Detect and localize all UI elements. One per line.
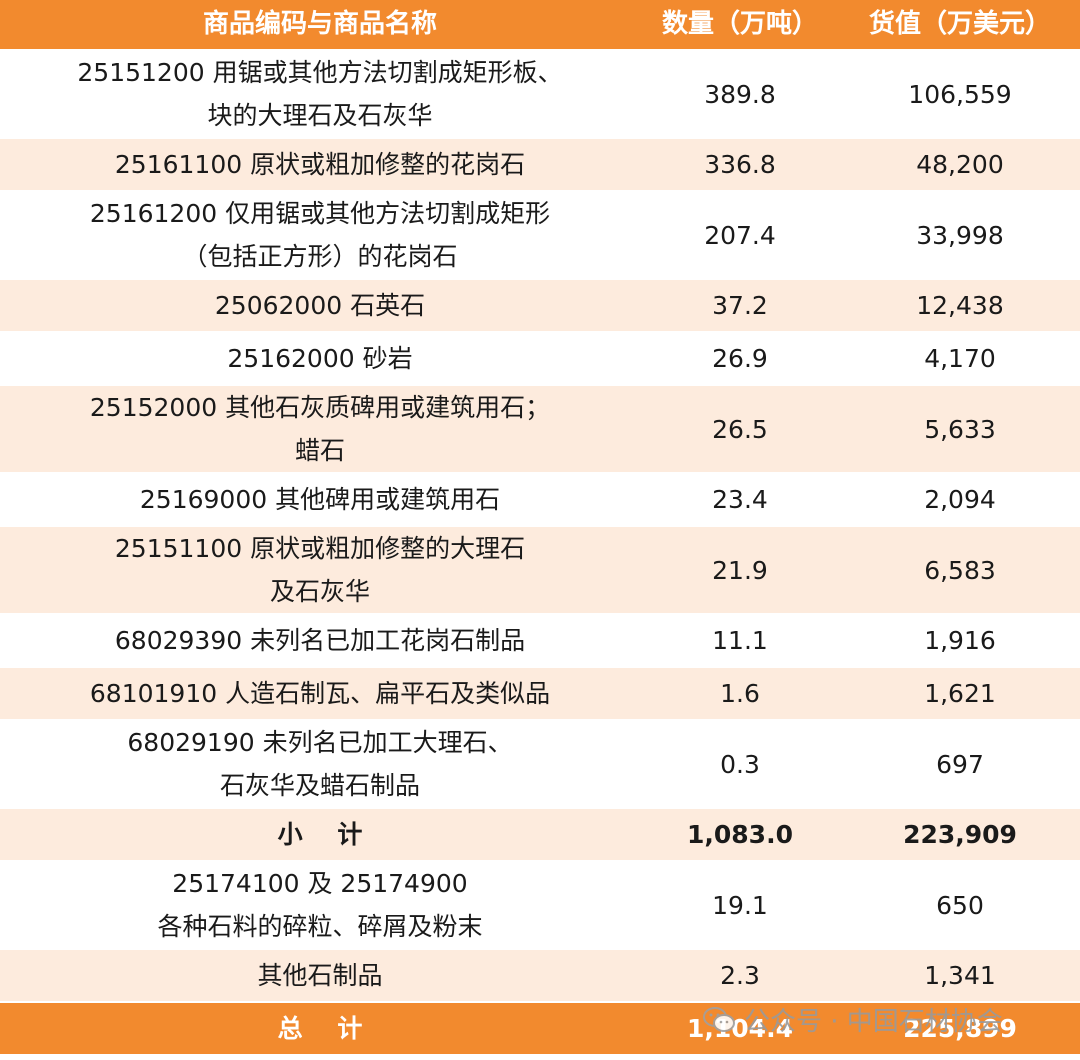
product-name-line: 块的大理石及石灰华: [207, 101, 433, 130]
qty-cell: 26.9: [640, 332, 840, 386]
product-name-line: 68029190 未列名已加工大理石、: [127, 728, 513, 757]
table-row: 25161200 仅用锯或其他方法切割成矩形 （包括正方形）的花岗石 207.4…: [0, 191, 1080, 280]
watermark-text: 公众号 · 中国石材协会: [744, 1007, 1003, 1037]
qty-cell: 389.8: [640, 50, 840, 139]
value-cell: 48,200: [840, 138, 1080, 192]
product-name-line: 68029390 未列名已加工花岗石制品: [114, 626, 526, 655]
qty-cell: 207.4: [640, 191, 840, 280]
table-row: 25169000 其他碑用或建筑用石 23.4 2,094: [0, 473, 1080, 527]
table-row: 25151200 用锯或其他方法切割成矩形板、 块的大理石及石灰华 389.8 …: [0, 50, 1080, 139]
product-name-cell: 25162000 砂岩: [0, 332, 640, 386]
value-cell: 4,170: [840, 332, 1080, 386]
product-name-line: 25161100 原状或粗加修整的花岗石: [114, 150, 526, 179]
product-name-line: 蜡石: [294, 436, 345, 465]
watermark: 公众号 · 中国石材协会: [702, 1001, 1003, 1038]
product-name-cell: 25174100 及 25174900 各种石料的碎粒、碎屑及粉末: [0, 861, 640, 950]
product-name-cell: 68029190 未列名已加工大理石、 石灰华及蜡石制品: [0, 720, 640, 809]
subtotal-value: 223,909: [840, 808, 1080, 862]
total-qty: 1,104.4: [640, 1002, 840, 1056]
value-cell: 650: [840, 861, 1080, 950]
product-name-line: 25151100 原状或粗加修整的大理石: [114, 534, 526, 563]
table-row: 68029390 未列名已加工花岗石制品 11.1 1,916: [0, 614, 1080, 668]
product-name-cell: 25161100 原状或粗加修整的花岗石: [0, 138, 640, 192]
product-name-line: 68101910 人造石制瓦、扁平石及类似品: [89, 679, 551, 708]
value-cell: 1,341: [840, 949, 1080, 1003]
value-cell: 697: [840, 720, 1080, 809]
qty-cell: 11.1: [640, 614, 840, 668]
product-name-line: 及石灰华: [269, 577, 370, 606]
product-name-cell: 25161200 仅用锯或其他方法切割成矩形 （包括正方形）的花岗石: [0, 191, 640, 280]
product-name-cell: 25151200 用锯或其他方法切割成矩形板、 块的大理石及石灰华: [0, 50, 640, 139]
header-value: 货值（万美元）: [840, 0, 1080, 51]
product-name-cell: 其他石制品: [0, 949, 640, 1003]
table-row: 25152000 其他石灰质碑用或建筑用石； 蜡石 26.5 5,633: [0, 385, 1080, 474]
value-cell: 6,583: [840, 526, 1080, 615]
value-cell: 1,916: [840, 614, 1080, 668]
product-name-cell: 25152000 其他石灰质碑用或建筑用石； 蜡石: [0, 385, 640, 474]
header-name: 商品编码与商品名称: [0, 0, 640, 51]
product-name-line: 25151200 用锯或其他方法切割成矩形板、: [77, 58, 563, 87]
value-cell: 5,633: [840, 385, 1080, 474]
product-name-line: 其他石制品: [257, 961, 383, 990]
qty-cell: 23.4: [640, 473, 840, 527]
product-name-cell: 25062000 石英石: [0, 279, 640, 333]
qty-cell: 2.3: [640, 949, 840, 1003]
value-cell: 1,621: [840, 667, 1080, 721]
qty-cell: 21.9: [640, 526, 840, 615]
total-label: 总 计: [0, 1002, 640, 1056]
qty-cell: 26.5: [640, 385, 840, 474]
subtotal-label: 小 计: [0, 808, 640, 862]
value-cell: 12,438: [840, 279, 1080, 333]
product-name-cell: 25169000 其他碑用或建筑用石: [0, 473, 640, 527]
table-row: 其他石制品 2.3 1,341: [0, 949, 1080, 1003]
product-name-line: （包括正方形）的花岗石: [182, 242, 458, 271]
product-name-cell: 25151100 原状或粗加修整的大理石 及石灰华: [0, 526, 640, 615]
qty-cell: 0.3: [640, 720, 840, 809]
wechat-icon: [703, 1006, 735, 1032]
value-cell: 106,559: [840, 50, 1080, 139]
table-row: 68029190 未列名已加工大理石、 石灰华及蜡石制品 0.3 697: [0, 720, 1080, 809]
table-row: 25174100 及 25174900 各种石料的碎粒、碎屑及粉末 19.1 6…: [0, 861, 1080, 950]
product-name-line: 25161200 仅用锯或其他方法切割成矩形: [89, 199, 551, 228]
value-cell: 33,998: [840, 191, 1080, 280]
qty-cell: 19.1: [640, 861, 840, 950]
table-row: 68101910 人造石制瓦、扁平石及类似品 1.6 1,621: [0, 667, 1080, 721]
product-name-line: 25174100 及 25174900: [172, 869, 468, 898]
qty-cell: 1.6: [640, 667, 840, 721]
header-qty: 数量（万吨）: [640, 0, 840, 51]
table-row: 25161100 原状或粗加修整的花岗石 336.8 48,200: [0, 138, 1080, 192]
subtotal-row: 小 计 1,083.0 223,909: [0, 808, 1080, 862]
table-row: 25162000 砂岩 26.9 4,170: [0, 332, 1080, 386]
total-value: 225,899: [840, 1002, 1080, 1056]
header-row: 商品编码与商品名称 数量（万吨） 货值（万美元）: [0, 0, 1080, 51]
qty-cell: 336.8: [640, 138, 840, 192]
product-name-line: 25062000 石英石: [214, 291, 426, 320]
table-row: 25151100 原状或粗加修整的大理石 及石灰华 21.9 6,583: [0, 526, 1080, 615]
product-name-line: 25162000 砂岩: [227, 344, 413, 373]
qty-cell: 37.2: [640, 279, 840, 333]
product-name-line: 各种石料的碎粒、碎屑及粉末: [157, 912, 483, 941]
product-name-line: 25152000 其他石灰质碑用或建筑用石；: [89, 393, 551, 422]
product-name-cell: 68101910 人造石制瓦、扁平石及类似品: [0, 667, 640, 721]
value-cell: 2,094: [840, 473, 1080, 527]
product-name-line: 石灰华及蜡石制品: [219, 771, 420, 800]
subtotal-qty: 1,083.0: [640, 808, 840, 862]
product-name-line: 25169000 其他碑用或建筑用石: [139, 485, 501, 514]
table-row: 25062000 石英石 37.2 12,438: [0, 279, 1080, 333]
total-row: 总 计 1,104.4 225,899: [0, 1002, 1080, 1056]
product-name-cell: 68029390 未列名已加工花岗石制品: [0, 614, 640, 668]
